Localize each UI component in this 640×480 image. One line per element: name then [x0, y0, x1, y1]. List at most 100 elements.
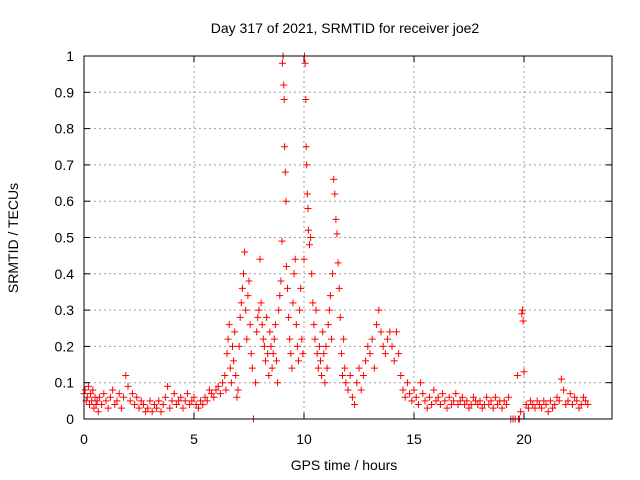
- data-point: [190, 393, 198, 401]
- data-point: [234, 386, 242, 394]
- data-point: [297, 284, 305, 292]
- data-point: [386, 328, 394, 336]
- y-tick-label: 0.4: [55, 266, 75, 282]
- chart-title: Day 317 of 2021, SRMTID for receiver joe…: [211, 20, 480, 36]
- data-point: [232, 371, 240, 379]
- data-point: [214, 382, 222, 390]
- data-point: [403, 379, 411, 387]
- data-point: [500, 397, 508, 405]
- data-point: [315, 342, 323, 350]
- data-point: [241, 248, 249, 256]
- data-point: [285, 313, 293, 321]
- data-point: [295, 357, 302, 365]
- data-point: [266, 328, 274, 336]
- data-point: [527, 397, 535, 405]
- data-point: [555, 397, 563, 405]
- data-point: [237, 299, 245, 307]
- data-point: [248, 364, 256, 372]
- data-point: [300, 255, 308, 263]
- data-point: [175, 397, 183, 405]
- x-tick-label: 20: [516, 431, 532, 447]
- data-point: [276, 292, 284, 300]
- data-point: [551, 400, 559, 408]
- data-point: [287, 350, 295, 358]
- data-point: [399, 386, 407, 394]
- data-point: [210, 393, 218, 401]
- data-point: [397, 371, 405, 379]
- data-point: [81, 386, 89, 394]
- data-point: [293, 342, 301, 350]
- data-point: [489, 404, 497, 412]
- data-point: [277, 277, 285, 285]
- data-point: [336, 313, 344, 321]
- data-point: [447, 400, 455, 408]
- data-point: [445, 393, 453, 401]
- data-point: [410, 386, 418, 394]
- x-tick-label: 15: [406, 431, 422, 447]
- data-point: [168, 397, 176, 405]
- data-point: [197, 397, 205, 405]
- data-point: [231, 328, 239, 336]
- y-tick-label: 0.6: [55, 193, 75, 209]
- data-point: [124, 382, 132, 390]
- data-point: [469, 393, 477, 401]
- data-point: [208, 390, 216, 398]
- y-tick-label: 0.9: [55, 84, 75, 100]
- data-point: [219, 379, 227, 387]
- data-point: [322, 342, 330, 350]
- data-point: [430, 386, 438, 394]
- data-point: [474, 400, 482, 408]
- axis-ticks: [83, 55, 612, 420]
- data-point: [289, 299, 297, 307]
- data-point: [111, 400, 119, 408]
- data-point: [164, 382, 172, 390]
- data-point: [441, 397, 449, 405]
- data-point: [577, 400, 585, 408]
- data-point: [562, 400, 570, 408]
- data-point: [104, 404, 112, 412]
- data-point: [247, 350, 255, 358]
- data-point: [373, 321, 381, 329]
- data-point: [290, 270, 298, 278]
- data-point: [186, 400, 194, 408]
- data-point: [348, 393, 356, 401]
- data-point: [284, 284, 291, 292]
- data-point: [362, 357, 370, 365]
- data-point: [579, 393, 587, 401]
- data-point: [428, 400, 436, 408]
- data-point: [320, 350, 328, 358]
- data-point: [268, 364, 276, 372]
- data-point: [494, 400, 502, 408]
- data-point: [126, 397, 134, 405]
- data-point: [317, 357, 324, 365]
- data-point: [84, 382, 92, 390]
- data-point: [139, 400, 147, 408]
- data-point: [392, 328, 400, 336]
- data-point: [274, 379, 282, 387]
- x-axis-title: GPS time / hours: [291, 457, 398, 473]
- data-point: [452, 390, 460, 398]
- data-point: [233, 393, 241, 401]
- data-point: [423, 404, 431, 412]
- data-point: [275, 306, 283, 314]
- data-point: [263, 313, 271, 321]
- data-point: [463, 397, 471, 405]
- data-point: [311, 335, 319, 343]
- data-point: [254, 313, 262, 321]
- data-point: [325, 306, 333, 314]
- data-point: [153, 404, 161, 412]
- data-point: [146, 397, 154, 405]
- data-point: [243, 335, 251, 343]
- data-point: [302, 96, 310, 104]
- data-point: [90, 404, 98, 412]
- data-point: [346, 371, 354, 379]
- data-point: [522, 400, 530, 408]
- data-point: [560, 386, 568, 394]
- data-point: [89, 386, 97, 394]
- data-point: [573, 397, 581, 405]
- data-point: [278, 237, 286, 245]
- data-point: [542, 400, 550, 408]
- data-point: [177, 393, 185, 401]
- data-point: [538, 404, 546, 412]
- data-point: [157, 408, 165, 416]
